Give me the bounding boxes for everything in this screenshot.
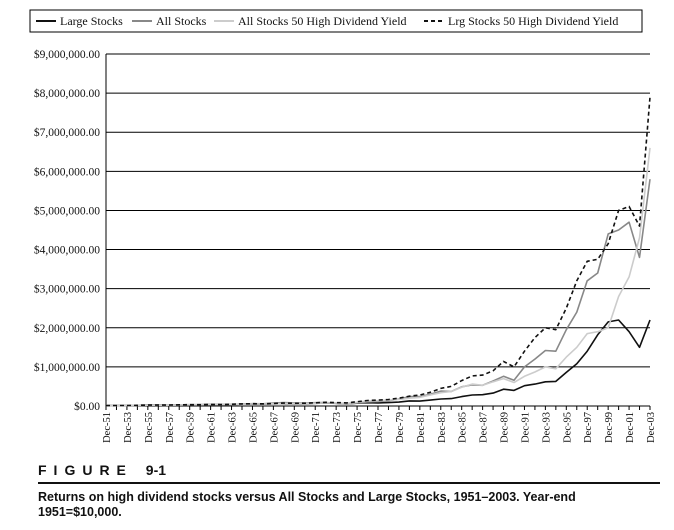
- legend-label-3: All Stocks 50 High Dividend Yield: [238, 14, 407, 28]
- x-tick-label: Dec-51: [102, 412, 113, 443]
- x-tick-label: Dec-61: [207, 412, 218, 443]
- series-line-4: [105, 96, 651, 407]
- x-tick-label: Dec-81: [416, 412, 427, 443]
- x-tick-label: Dec-65: [248, 412, 259, 443]
- x-tick-label: Dec-73: [332, 412, 343, 443]
- figure-divider: [38, 482, 660, 484]
- figure-number: 9-1: [145, 462, 167, 478]
- x-tick-label: Dec-63: [228, 412, 239, 443]
- x-tick-label: Dec-89: [500, 412, 511, 443]
- x-tick-label: Dec-57: [165, 412, 176, 443]
- y-tick-label: $9,000,000.00: [34, 48, 100, 61]
- y-tick-label: $6,000,000.00: [34, 165, 100, 178]
- x-tick-label: Dec-01: [625, 412, 636, 443]
- x-tick-label: Dec-83: [437, 412, 448, 443]
- chart-legend: Large Stocks All Stocks All Stocks 50 High…: [29, 9, 643, 33]
- y-tick-label: $4,000,000.00: [34, 244, 100, 257]
- x-tick-label: Dec-91: [520, 412, 531, 443]
- y-tick-label: $8,000,000.00: [34, 87, 100, 100]
- y-tick-label: $3,000,000.00: [34, 283, 100, 296]
- x-tick-label: Dec-77: [374, 412, 385, 443]
- x-tick-label: Dec-95: [562, 412, 573, 443]
- x-tick-label: Dec-69: [290, 412, 301, 443]
- legend-label-2: All Stocks: [156, 14, 207, 28]
- x-tick-label: Dec-55: [144, 412, 155, 443]
- plot-area: $0.00 $1,000,000.00 $2,000,000.00 $3,000,00…: [34, 48, 657, 443]
- x-tick-label: Dec-03: [646, 412, 657, 443]
- x-tick-label: Dec-59: [186, 412, 197, 443]
- x-tick-label: Dec-75: [353, 412, 364, 443]
- x-tick-label: Dec-79: [395, 412, 406, 443]
- series-line-1: [105, 319, 651, 407]
- x-tick-label: Dec-71: [311, 412, 322, 443]
- legend-label-4: Lrg Stocks 50 High Dividend Yield: [448, 14, 618, 28]
- y-tick-label: $1,000,000.00: [34, 361, 100, 374]
- line-chart: Large Stocks All Stocks All Stocks 50 High…: [29, 9, 657, 443]
- x-tick-label: Dec-85: [458, 412, 469, 443]
- x-tick-label: Dec-97: [583, 412, 594, 443]
- y-tick-label: $0.00: [74, 400, 100, 413]
- figure-label-word: FIGURE: [38, 462, 133, 478]
- x-tick-label: Dec-53: [123, 412, 134, 443]
- legend-label-1: Large Stocks: [60, 14, 123, 28]
- x-tick-label: Dec-99: [604, 412, 615, 443]
- x-tick-label: Dec-67: [269, 412, 280, 443]
- x-tick-label: Dec-87: [479, 412, 490, 443]
- series-line-3: [106, 147, 651, 407]
- figure-caption: Returns on high dividend stocks versus A…: [38, 490, 576, 519]
- y-tick-label: $7,000,000.00: [34, 126, 100, 139]
- y-tick-label: $5,000,000.00: [34, 204, 100, 217]
- x-tick-label: Dec-93: [541, 412, 552, 443]
- figure-label: FIGURE 9-1: [38, 462, 166, 478]
- y-tick-label: $2,000,000.00: [34, 322, 100, 335]
- legend-box: [29, 9, 643, 33]
